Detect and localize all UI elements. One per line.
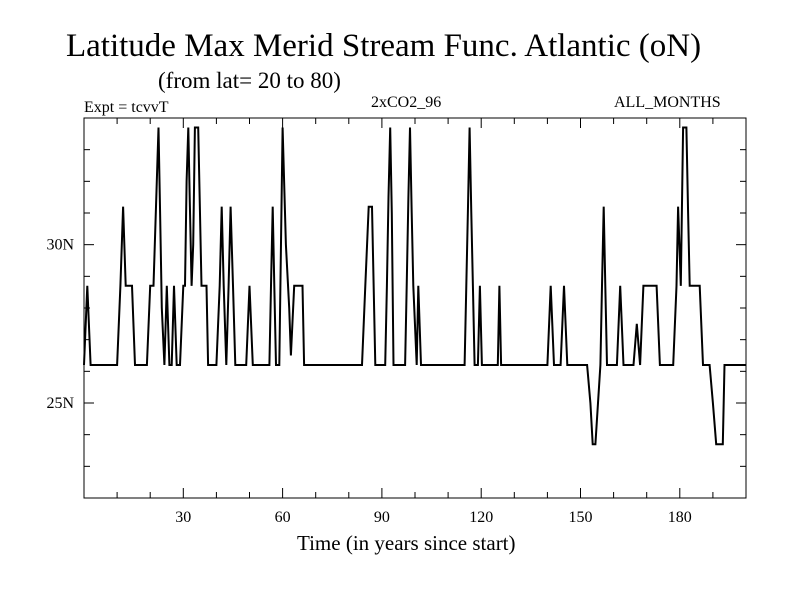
x-tick-label: 30	[175, 509, 191, 526]
x-tick-label: 90	[374, 509, 390, 526]
months-annotation: ALL_MONTHS	[614, 94, 721, 111]
chart-subtitle: (from lat= 20 to 80)	[158, 68, 341, 93]
experiment-annotation: Expt = tcvvT	[84, 99, 169, 116]
chart-title: Latitude Max Merid Stream Func. Atlantic…	[66, 28, 702, 64]
y-axis-ticks: 25N 30N	[46, 149, 746, 467]
x-tick-label: 120	[469, 509, 493, 526]
x-tick-label: 150	[569, 509, 593, 526]
y-tick-label: 30N	[46, 237, 74, 254]
x-tick-label: 180	[668, 509, 692, 526]
run-annotation: 2xCO2_96	[371, 94, 442, 111]
x-tick-label: 60	[275, 509, 291, 526]
y-tick-label: 25N	[46, 395, 74, 412]
series-line	[83, 126, 746, 446]
series-layer	[83, 126, 746, 446]
x-axis-ticks: 30 60 90 120 150 180	[116, 118, 714, 526]
x-axis-label: Time (in years since start)	[297, 531, 516, 555]
